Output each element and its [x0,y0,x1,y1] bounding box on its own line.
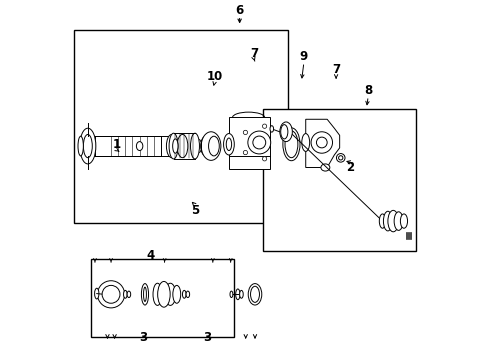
Ellipse shape [383,211,392,231]
Ellipse shape [379,214,386,228]
Ellipse shape [321,164,330,171]
Ellipse shape [186,291,190,297]
Bar [263,109,416,251]
Ellipse shape [169,133,178,159]
Ellipse shape [226,138,232,150]
Ellipse shape [388,210,398,232]
Ellipse shape [165,283,176,305]
Text: 3: 3 [203,331,212,344]
Text: 7: 7 [250,47,258,60]
Bar [229,117,270,169]
Text: 4: 4 [146,248,154,261]
Circle shape [317,137,327,148]
Ellipse shape [136,141,143,150]
Circle shape [98,281,124,308]
Bar [92,258,234,337]
Ellipse shape [172,139,178,153]
Text: 7: 7 [332,63,340,76]
Ellipse shape [153,283,162,305]
Circle shape [263,157,267,161]
Bar [74,30,288,223]
Ellipse shape [400,214,408,228]
Ellipse shape [281,125,288,139]
Ellipse shape [394,212,403,230]
Circle shape [102,285,120,303]
Ellipse shape [283,128,300,161]
Text: 1: 1 [112,138,121,151]
Ellipse shape [182,291,186,298]
Ellipse shape [201,132,221,160]
Circle shape [311,132,333,153]
Ellipse shape [285,131,298,158]
Ellipse shape [177,134,188,158]
Polygon shape [306,119,340,167]
Ellipse shape [144,287,147,301]
Ellipse shape [280,122,293,141]
Bar [95,136,161,156]
Text: 2: 2 [346,161,354,174]
Ellipse shape [240,291,243,298]
Text: 9: 9 [300,50,308,63]
Ellipse shape [209,136,220,156]
Ellipse shape [83,134,92,158]
Circle shape [337,154,345,162]
Ellipse shape [230,291,233,297]
Ellipse shape [203,140,209,152]
Ellipse shape [127,291,131,297]
Ellipse shape [270,126,273,132]
Circle shape [248,131,270,154]
Circle shape [263,124,267,128]
Ellipse shape [250,286,260,302]
Circle shape [243,150,247,155]
Ellipse shape [167,134,177,158]
Ellipse shape [158,282,170,307]
Ellipse shape [123,291,127,298]
Ellipse shape [223,134,234,155]
Ellipse shape [248,284,262,305]
Text: 6: 6 [236,4,244,17]
Ellipse shape [201,136,211,156]
Circle shape [339,156,343,160]
Ellipse shape [302,134,310,152]
Ellipse shape [236,289,240,300]
Circle shape [243,130,247,135]
Ellipse shape [142,284,148,305]
Ellipse shape [80,128,96,164]
Text: 10: 10 [206,70,223,83]
Ellipse shape [191,133,199,159]
Text: 8: 8 [364,84,372,97]
Circle shape [253,136,266,149]
Text: 5: 5 [191,204,199,217]
Text: 3: 3 [139,331,147,344]
Ellipse shape [173,285,181,303]
Ellipse shape [95,288,99,299]
Ellipse shape [78,136,83,156]
